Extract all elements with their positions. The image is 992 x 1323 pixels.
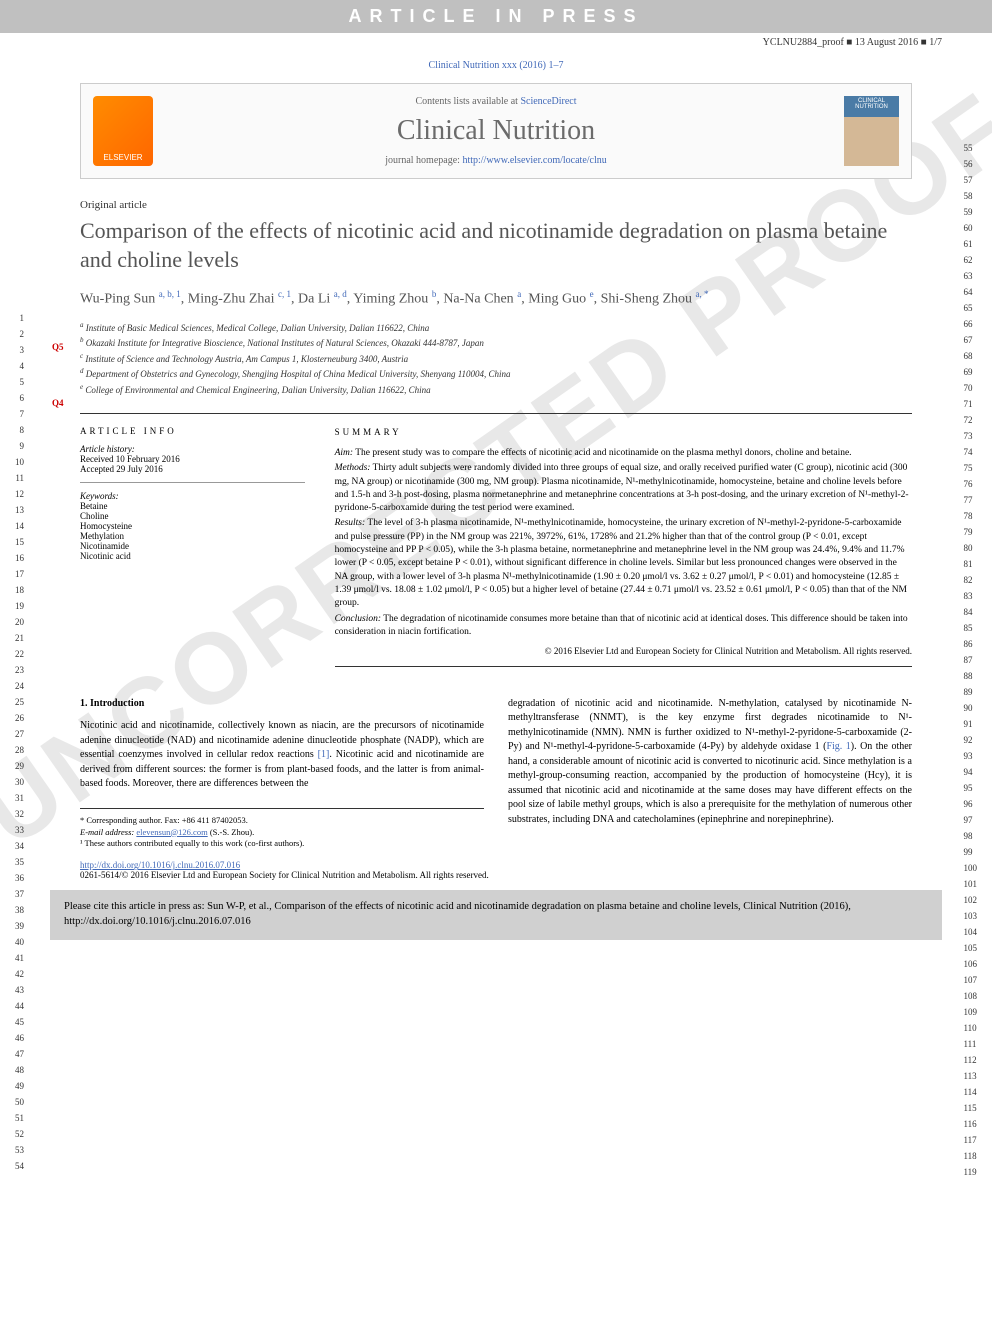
history-label: Article history: (80, 444, 305, 454)
line-numbers-left: 1234567891011121314151617181920212223242… (15, 310, 24, 1174)
summary-methods: Methods: Thirty adult subjects were rand… (335, 462, 912, 515)
doi-block: http://dx.doi.org/10.1016/j.clnu.2016.07… (0, 860, 992, 880)
proof-id: YCLNU2884_proof (763, 37, 844, 48)
summary-copyright: © 2016 Elsevier Ltd and European Society… (335, 645, 912, 658)
article-in-press-banner: ARTICLE IN PRESS (0, 0, 992, 33)
keywords-label: Keywords: (80, 491, 305, 501)
section-heading-intro: 1. Introduction (80, 697, 484, 712)
summary-conclusion: Conclusion: The degradation of nicotinam… (335, 613, 912, 640)
proof-metadata: YCLNU2884_proof ■ 13 August 2016 ■ 1/7 (0, 33, 992, 52)
affiliation-c: c Institute of Science and Technology Au… (80, 351, 912, 367)
article-title: Comparison of the effects of nicotinic a… (80, 217, 912, 274)
authors-list: Wu-Ping Sun a, b, 1, Ming-Zhu Zhai c, 1,… (80, 288, 912, 310)
summary-panel: SUMMARY Aim: The present study was to co… (335, 426, 912, 666)
email-link[interactable]: elevensun@126.com (136, 827, 207, 837)
cite-as-box: Please cite this article in press as: Su… (50, 890, 942, 939)
footnotes: * Corresponding author. Fax: +86 411 874… (80, 808, 484, 851)
line-numbers-right: 5556575859606162636465666768697071727374… (964, 140, 978, 1180)
affiliation-a: a Institute of Basic Medical Sciences, M… (80, 320, 912, 336)
query-marker-q4: Q4 (52, 398, 64, 408)
affiliation-b: b Okazaki Institute for Integrative Bios… (80, 335, 912, 351)
affiliations: a Institute of Basic Medical Sciences, M… (80, 320, 912, 398)
corresponding-author-note: * Corresponding author. Fax: +86 411 874… (80, 815, 484, 827)
summary-rule (335, 666, 912, 667)
summary-results: Results: The level of 3-h plasma nicotin… (335, 517, 912, 610)
proof-pages: 1/7 (929, 37, 942, 48)
homepage-link[interactable]: http://www.elsevier.com/locate/clnu (462, 155, 606, 166)
citation-header: Clinical Nutrition xxx (2016) 1–7 (50, 52, 942, 79)
article-info-heading: ARTICLE INFO (80, 426, 305, 436)
issn-copyright: 0261-5614/© 2016 Elsevier Ltd and Europe… (80, 870, 912, 880)
journal-title: Clinical Nutrition (93, 115, 899, 147)
article-type: Original article (80, 199, 912, 211)
keywords-list: BetaineCholineHomocysteineMethylationNic… (80, 501, 305, 561)
accepted-date: Accepted 29 July 2016 (80, 464, 305, 474)
journal-cover-thumbnail: CLINICAL NUTRITION (844, 96, 899, 166)
homepage-line: journal homepage: http://www.elsevier.co… (93, 155, 899, 166)
intro-paragraph-1: Nicotinic acid and nicotinamide, collect… (80, 719, 484, 792)
elsevier-logo: ELSEVIER (93, 96, 153, 166)
proof-date: 13 August 2016 (855, 37, 918, 48)
intro-paragraph-2: degradation of nicotinic acid and nicoti… (508, 697, 912, 828)
homepage-prefix: journal homepage: (385, 155, 462, 166)
article-info-panel: ARTICLE INFO Article history: Received 1… (80, 426, 305, 666)
equal-contrib-note: ¹ These authors contributed equally to t… (80, 838, 484, 850)
contents-available-line: Contents lists available at ScienceDirec… (93, 96, 899, 107)
doi-link[interactable]: http://dx.doi.org/10.1016/j.clnu.2016.07… (80, 860, 240, 870)
query-marker-q5: Q5 (52, 342, 64, 352)
body-column-left: 1. Introduction Nicotinic acid and nicot… (80, 697, 484, 851)
affiliation-e: e College of Environmental and Chemical … (80, 382, 912, 398)
summary-aim: Aim: The present study was to compare th… (335, 447, 912, 460)
contents-prefix: Contents lists available at (415, 96, 520, 107)
received-date: Received 10 February 2016 (80, 454, 305, 464)
sciencedirect-link[interactable]: ScienceDirect (520, 96, 576, 107)
affiliation-d: d Department of Obstetrics and Gynecolog… (80, 366, 912, 382)
body-column-right: degradation of nicotinic acid and nicoti… (508, 697, 912, 851)
email-line: E-mail address: elevensun@126.com (S.-S.… (80, 827, 484, 839)
journal-header-box: ELSEVIER CLINICAL NUTRITION Contents lis… (80, 83, 912, 179)
summary-heading: SUMMARY (335, 426, 912, 439)
